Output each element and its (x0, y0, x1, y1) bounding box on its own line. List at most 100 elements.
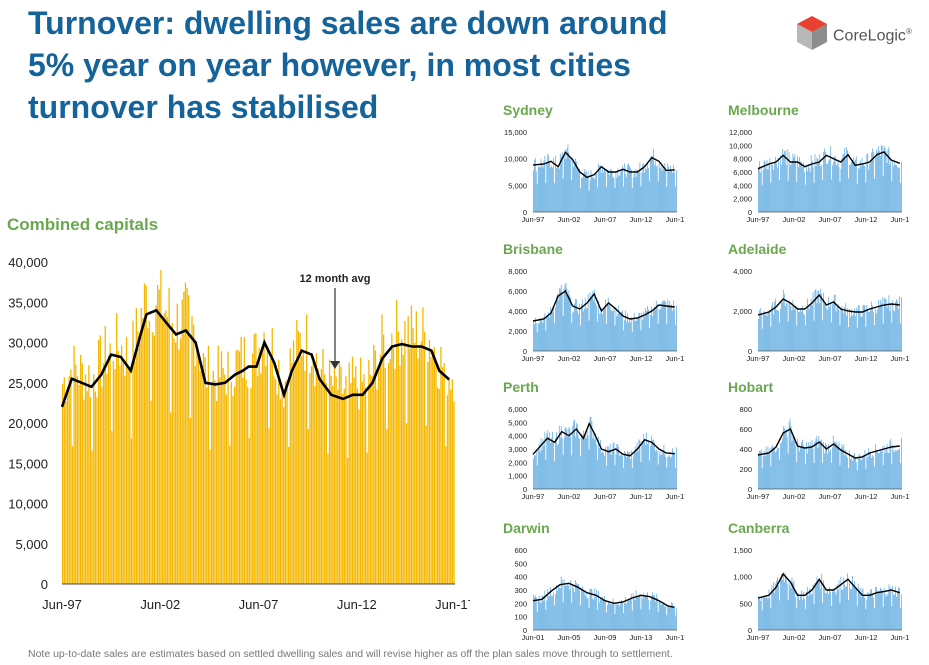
small-x-tick: Jun-12 (855, 633, 878, 642)
small-bar (874, 324, 875, 351)
small-bar (637, 451, 639, 489)
small-bar (617, 603, 619, 630)
main-bar (330, 375, 332, 584)
main-bar (263, 332, 265, 584)
main-bar (307, 429, 309, 584)
main-bar (215, 400, 218, 584)
small-bar (612, 443, 614, 489)
small-bar (577, 310, 578, 351)
small-bar (843, 313, 845, 351)
small-bar (592, 598, 594, 630)
small-bar (659, 455, 661, 489)
small-bar (848, 600, 849, 630)
small-bar (901, 594, 902, 630)
small-bar (842, 154, 844, 212)
main-bar (348, 362, 350, 584)
main-bar (409, 348, 411, 584)
small-bar (597, 321, 599, 351)
small-bar (861, 458, 863, 489)
small-bar (577, 166, 578, 212)
small-bar (661, 170, 663, 212)
small-bar (826, 163, 827, 212)
small-bar (851, 161, 852, 212)
small-bar (797, 438, 799, 489)
small-bar (662, 450, 664, 489)
small-bar (766, 452, 768, 489)
small-bar (656, 165, 658, 212)
small-bar (675, 467, 676, 489)
main-bar (273, 376, 275, 584)
small-bar (763, 595, 765, 630)
small-bar (554, 461, 555, 489)
small-y-tick: 6,000 (508, 405, 527, 414)
main-bar (161, 320, 164, 584)
small-bar (813, 462, 815, 489)
main-bar (204, 357, 206, 584)
small-bar (610, 455, 612, 489)
small-bar (555, 594, 556, 630)
small-bar (666, 615, 668, 630)
small-bar (821, 573, 823, 630)
main-bar (127, 366, 129, 584)
small-x-tick: Jun-97 (747, 354, 770, 363)
small-bar (574, 419, 575, 489)
small-bar (650, 157, 651, 212)
small-bar (564, 149, 566, 212)
small-bar (790, 164, 792, 212)
small-bar (583, 169, 585, 212)
main-bar (361, 381, 363, 584)
main-bar (143, 283, 146, 584)
main-bar (242, 377, 244, 584)
small-bar (645, 594, 647, 630)
small-bar (589, 180, 591, 212)
small-bar (815, 438, 817, 489)
small-y-tick: 600 (739, 425, 752, 434)
small-bar (774, 592, 776, 630)
small-bar (594, 178, 596, 212)
small-bar (652, 440, 653, 489)
small-bar (857, 458, 859, 489)
small-bar (560, 425, 562, 489)
small-bar (769, 310, 771, 351)
small-bar (836, 443, 838, 489)
small-bar (819, 443, 821, 489)
small-bar (789, 301, 791, 351)
main-bar (158, 289, 160, 584)
small-bar (591, 421, 593, 489)
small-bar (669, 300, 671, 351)
small-bar (610, 168, 612, 212)
small-bar (901, 438, 902, 489)
small-bar (842, 589, 844, 630)
small-bar (628, 452, 629, 489)
small-bar (588, 190, 590, 212)
small-bar (534, 157, 536, 212)
small-bar (549, 432, 551, 489)
small-bar (665, 169, 667, 212)
small-bar (870, 453, 872, 489)
small-bar (790, 425, 792, 489)
small-bar (815, 166, 817, 212)
small-bar (838, 441, 840, 489)
main-x-tick: Jun-17 (435, 597, 470, 612)
small-bar (827, 453, 828, 489)
main-chart-title: Combined capitals (7, 215, 159, 234)
small-bar (656, 597, 658, 630)
main-bar (407, 316, 409, 584)
small-bar (876, 149, 877, 212)
small-bar (671, 169, 672, 212)
small-bar (633, 598, 635, 630)
main-bar (438, 388, 440, 584)
small-bar (832, 591, 834, 630)
small-bar (781, 573, 782, 630)
small-bar (636, 595, 638, 630)
small-avg-line (532, 289, 675, 322)
small-bar (540, 603, 542, 630)
small-bar (649, 327, 650, 351)
main-bar (150, 400, 152, 584)
main-bar (214, 380, 216, 584)
small-bar (558, 425, 560, 489)
main-bar (379, 354, 381, 584)
main-bar (369, 374, 372, 584)
small-bar (663, 300, 665, 351)
small-bar (768, 163, 770, 212)
